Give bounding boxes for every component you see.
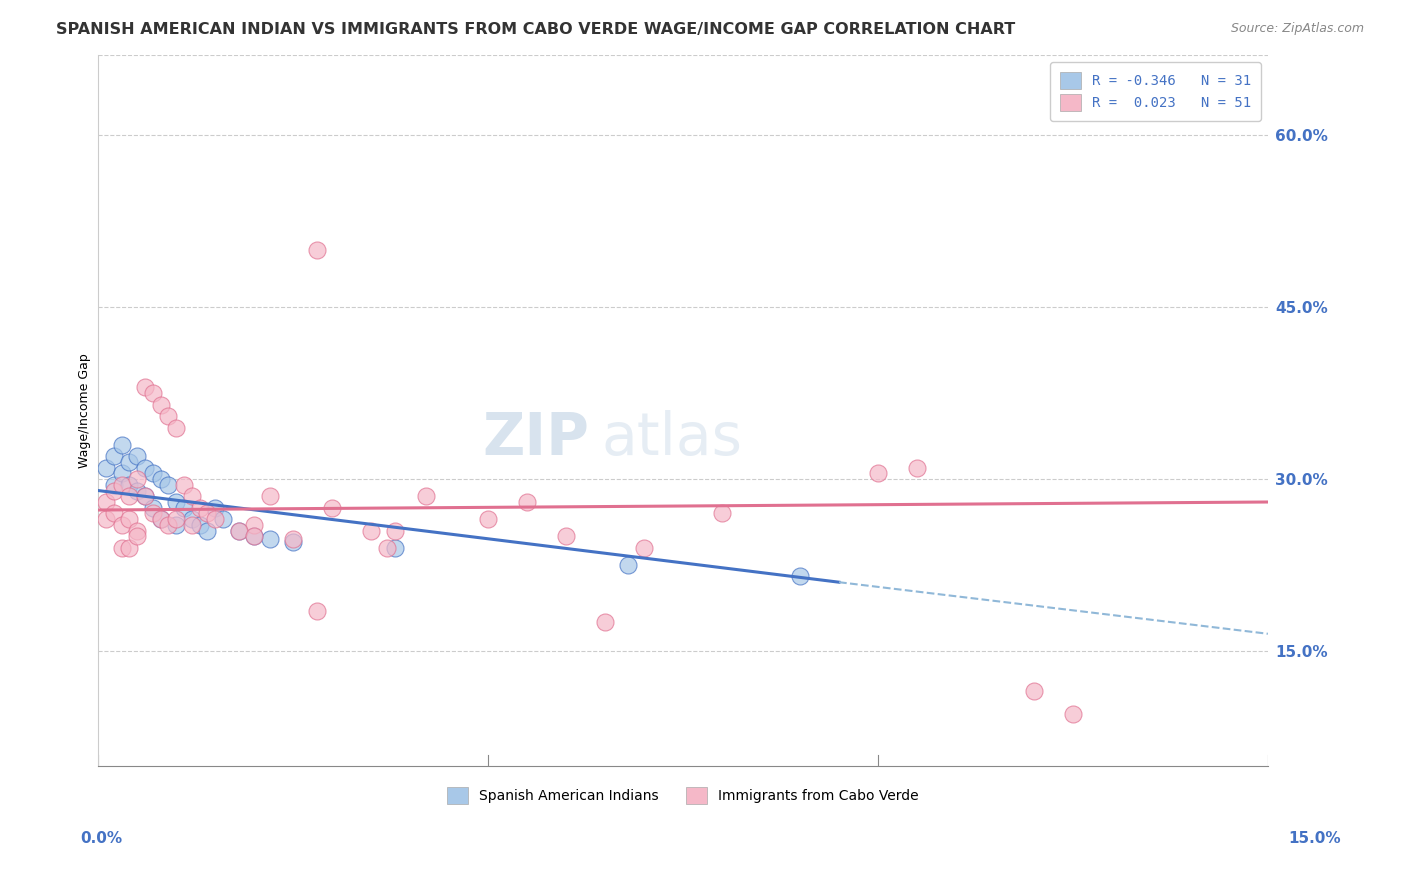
Point	[384, 541, 406, 555]
Point	[134, 489, 156, 503]
Point	[110, 478, 132, 492]
Point	[384, 524, 406, 538]
Point	[149, 398, 172, 412]
Point	[866, 467, 889, 481]
Point	[555, 529, 578, 543]
Point	[1062, 706, 1084, 721]
Point	[127, 529, 149, 543]
Point	[157, 517, 180, 532]
Text: SPANISH AMERICAN INDIAN VS IMMIGRANTS FROM CABO VERDE WAGE/INCOME GAP CORRELATIO: SPANISH AMERICAN INDIAN VS IMMIGRANTS FR…	[56, 22, 1015, 37]
Point	[180, 512, 202, 526]
Point	[149, 512, 172, 526]
Point	[134, 489, 156, 503]
Point	[142, 507, 165, 521]
Point	[228, 524, 250, 538]
Point	[305, 243, 328, 257]
Point	[617, 558, 640, 572]
Point	[118, 478, 141, 492]
Point	[165, 495, 187, 509]
Point	[165, 517, 187, 532]
Point	[477, 512, 499, 526]
Point	[94, 460, 117, 475]
Point	[118, 489, 141, 503]
Text: ZIP: ZIP	[482, 410, 589, 467]
Point	[165, 420, 187, 434]
Point	[157, 478, 180, 492]
Point	[110, 517, 132, 532]
Point	[633, 541, 655, 555]
Point	[127, 524, 149, 538]
Point	[127, 449, 149, 463]
Point	[197, 507, 219, 521]
Point	[118, 455, 141, 469]
Point	[415, 489, 437, 503]
Point	[305, 604, 328, 618]
Point	[789, 569, 811, 583]
Point	[157, 409, 180, 423]
Point	[1022, 684, 1045, 698]
Point	[149, 512, 172, 526]
Point	[180, 517, 202, 532]
Text: Source: ZipAtlas.com: Source: ZipAtlas.com	[1230, 22, 1364, 36]
Point	[283, 535, 305, 549]
Point	[142, 500, 165, 515]
Point	[197, 524, 219, 538]
Point	[259, 532, 281, 546]
Point	[188, 517, 211, 532]
Point	[103, 483, 125, 498]
Point	[127, 472, 149, 486]
Point	[94, 495, 117, 509]
Point	[173, 478, 195, 492]
Point	[204, 512, 226, 526]
Point	[103, 507, 125, 521]
Point	[118, 512, 141, 526]
Point	[110, 438, 132, 452]
Point	[516, 495, 538, 509]
Point	[243, 517, 266, 532]
Point	[103, 449, 125, 463]
Y-axis label: Wage/Income Gap: Wage/Income Gap	[79, 353, 91, 467]
Point	[110, 541, 132, 555]
Point	[283, 532, 305, 546]
Point	[142, 386, 165, 401]
Point	[134, 380, 156, 394]
Point	[94, 512, 117, 526]
Point	[118, 541, 141, 555]
Point	[173, 500, 195, 515]
Point	[142, 467, 165, 481]
Point	[180, 489, 202, 503]
Point	[103, 478, 125, 492]
Point	[259, 489, 281, 503]
Point	[165, 512, 187, 526]
Point	[360, 524, 382, 538]
Text: 0.0%: 0.0%	[80, 831, 122, 846]
Point	[375, 541, 398, 555]
Point	[243, 529, 266, 543]
Point	[204, 500, 226, 515]
Legend: Spanish American Indians, Immigrants from Cabo Verde: Spanish American Indians, Immigrants fro…	[439, 778, 928, 812]
Point	[593, 615, 616, 630]
Point	[188, 500, 211, 515]
Text: 15.0%: 15.0%	[1288, 831, 1341, 846]
Point	[228, 524, 250, 538]
Point	[110, 467, 132, 481]
Text: atlas: atlas	[602, 410, 742, 467]
Point	[149, 472, 172, 486]
Point	[321, 500, 343, 515]
Point	[243, 529, 266, 543]
Point	[127, 483, 149, 498]
Point	[134, 460, 156, 475]
Point	[711, 507, 734, 521]
Point	[212, 512, 235, 526]
Point	[905, 460, 928, 475]
